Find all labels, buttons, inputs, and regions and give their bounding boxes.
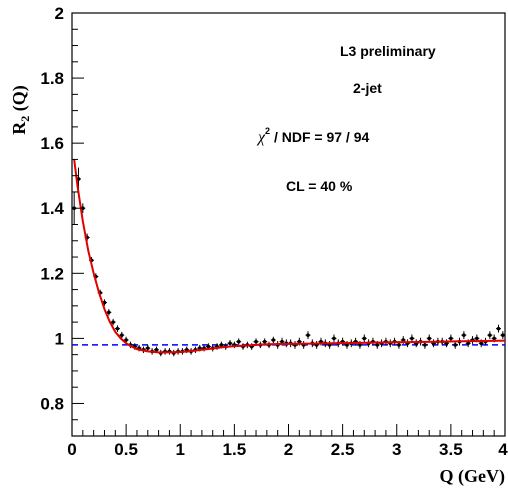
data-point [470, 336, 476, 344]
x-tick-label: 1.5 [223, 440, 247, 459]
point-marker [236, 339, 241, 344]
point-marker [206, 344, 211, 349]
x-tick-label: 2.5 [331, 440, 355, 459]
data-point [361, 334, 367, 343]
point-marker [228, 341, 232, 346]
x-tick-label: 3.5 [439, 440, 463, 459]
y-axis-title: R2 (Q) [9, 85, 32, 135]
data-point [227, 340, 233, 347]
point-marker [462, 333, 466, 337]
x-tick-label: 4 [498, 440, 508, 459]
data-point [296, 337, 302, 346]
data-point [405, 339, 411, 348]
chi2-symbol: χ [256, 129, 266, 146]
fit-curve [73, 159, 506, 354]
chi2-exponent: 2 [265, 126, 270, 136]
cl-label: CL = 40 % [286, 178, 353, 194]
x-axis-title: Q (GeV) [440, 466, 505, 487]
point-marker [401, 338, 406, 342]
y-tick-label: 2 [55, 4, 64, 23]
y-tick-label: 1.2 [40, 264, 64, 283]
point-marker [111, 320, 115, 324]
point-marker [475, 336, 479, 341]
point-marker [332, 336, 336, 341]
chi2-text: / NDF = 97 / 94 [270, 129, 369, 145]
point-marker [362, 336, 367, 341]
point-marker [119, 333, 124, 337]
data-point [461, 331, 467, 340]
selection-label: 2-jet [353, 80, 382, 96]
point-marker [479, 341, 483, 346]
data-point [236, 338, 242, 345]
chi2-label: χ2 / NDF = 97 / 94 [256, 126, 369, 146]
point-marker [492, 336, 496, 341]
data-points [71, 167, 506, 357]
data-point [431, 339, 437, 348]
point-marker [280, 339, 284, 344]
point-marker [410, 336, 414, 341]
data-point [114, 325, 120, 332]
point-marker [449, 336, 453, 341]
y-axis-title-sub: 2 [18, 116, 32, 122]
y-tick-label: 1.4 [40, 199, 64, 218]
data-point [500, 331, 506, 340]
point-marker [501, 333, 505, 337]
data-point [270, 336, 276, 344]
data-point [110, 318, 116, 326]
point-marker [423, 343, 427, 347]
plot-frame [71, 12, 506, 437]
point-marker [107, 310, 111, 315]
data-point [491, 334, 497, 343]
point-marker [427, 336, 432, 341]
data-point [262, 338, 268, 345]
point-marker [254, 339, 258, 344]
y-axis-title-tail: (Q) [9, 85, 30, 116]
point-marker [297, 339, 302, 344]
point-marker [496, 326, 501, 331]
point-marker [219, 343, 224, 347]
point-marker [397, 343, 401, 347]
data-point [253, 338, 259, 345]
x-tick-label: 2 [284, 440, 293, 459]
data-point [218, 341, 224, 349]
point-marker [375, 343, 380, 347]
y-tick-label: 1.6 [40, 134, 64, 153]
point-marker [271, 338, 276, 342]
data-point [413, 339, 419, 348]
point-marker [453, 343, 458, 347]
y-tick-label: 0.8 [40, 394, 64, 413]
point-marker [115, 326, 120, 331]
point-marker [145, 346, 150, 350]
y-tick-label: 1.8 [40, 69, 64, 88]
data-point [496, 324, 502, 333]
data-point [301, 340, 307, 349]
point-marker [466, 341, 470, 346]
point-marker [154, 347, 159, 352]
point-marker [124, 338, 128, 342]
point-marker [306, 333, 310, 337]
x-tick-label: 0.5 [114, 440, 138, 459]
data-point [327, 340, 333, 349]
experiment-label: L3 preliminary [340, 43, 436, 59]
data-point [331, 334, 337, 343]
data-point [292, 340, 298, 349]
data-point [314, 340, 320, 349]
point-marker [358, 343, 362, 347]
data-point [106, 309, 112, 316]
point-marker [488, 333, 492, 337]
data-point [145, 344, 151, 352]
point-marker [262, 339, 267, 344]
data-point [305, 331, 311, 340]
x-tick-label: 0 [67, 440, 76, 459]
data-point [487, 331, 493, 340]
data-point [119, 331, 125, 339]
y-axis-title-main: R [9, 121, 29, 135]
x-tick-label: 3 [392, 440, 401, 459]
y-tick-label: 1 [55, 329, 64, 348]
x-tick-label: 1 [176, 440, 185, 459]
data-point [409, 334, 415, 343]
